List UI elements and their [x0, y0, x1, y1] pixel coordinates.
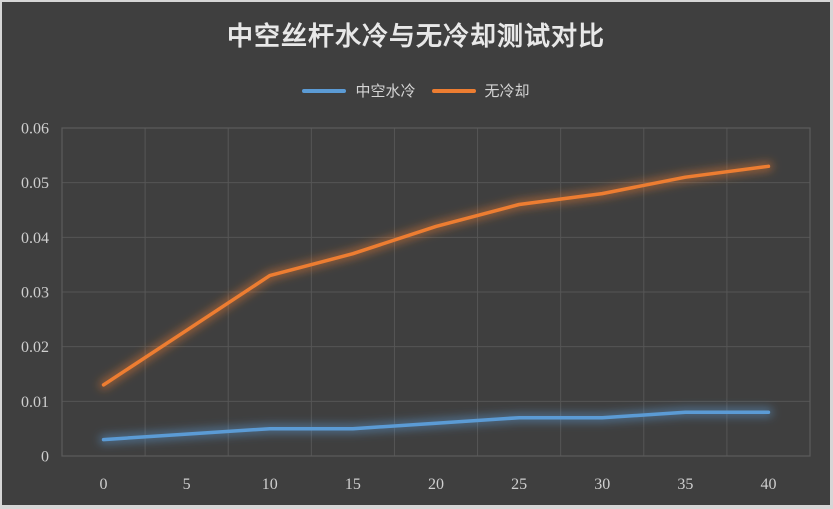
y-tick-label: 0.02: [21, 339, 49, 356]
legend-label-water-cooled: 中空水冷: [355, 83, 416, 100]
x-tick-label: 25: [511, 476, 527, 493]
chart-title: 中空丝杆水冷与无冷却测试对比: [226, 21, 605, 51]
x-tick-label: 40: [760, 476, 776, 493]
x-tick-label: 20: [428, 476, 444, 493]
y-tick-label: 0: [41, 449, 49, 466]
legend: 中空水冷 无冷却: [2, 80, 830, 101]
gridlines: [61, 127, 811, 457]
series-lines: [99, 161, 773, 445]
x-tick-label: 15: [345, 476, 361, 493]
x-tick-label: 30: [594, 476, 610, 493]
y-tick-label: 0.01: [21, 394, 49, 411]
x-tick-label: 0: [100, 476, 108, 493]
x-tick-label: 35: [677, 476, 693, 493]
x-axis-labels: 0 5 10 15 20 25 30 35 40: [100, 476, 777, 493]
plot-border: [61, 127, 811, 457]
legend-item-water-cooled: 中空水冷: [302, 80, 416, 101]
y-tick-label: 0.06: [21, 121, 49, 138]
legend-swatch-blue-line: [302, 88, 347, 93]
series-glow-0: [99, 407, 773, 445]
y-tick-label: 0.04: [21, 230, 49, 247]
x-tick-label: 5: [183, 476, 191, 493]
legend-label-no-cooling: 无冷却: [484, 83, 530, 100]
series-line-no-cooling: [101, 164, 771, 387]
series-line-water-cooled: [101, 410, 771, 442]
y-tick-label: 0.05: [21, 175, 49, 192]
legend-item-no-cooling: 无冷却: [431, 80, 530, 101]
legend-swatch-orange-line: [431, 88, 476, 93]
y-tick-label: 0.03: [21, 285, 49, 302]
x-tick-label: 10: [262, 476, 278, 493]
series-glow-1: [99, 161, 773, 390]
y-axis-labels: 0 0.01 0.02 0.03 0.04 0.05 0.06: [21, 121, 49, 466]
